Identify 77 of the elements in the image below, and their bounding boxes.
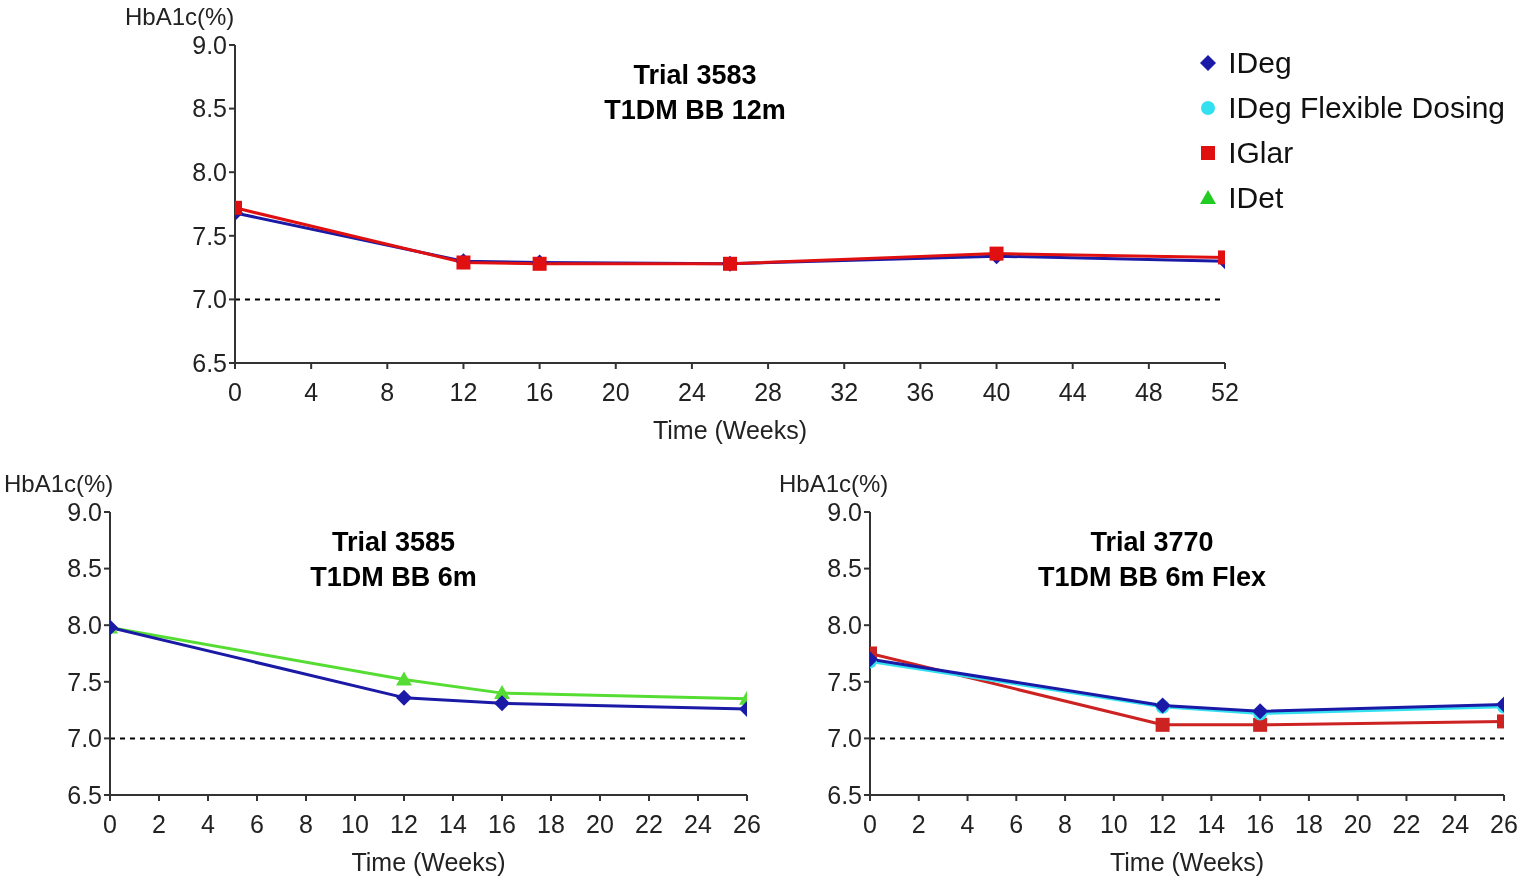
x-tick-label: 26 [1490,809,1518,838]
y-tick-label: 6.5 [192,348,227,377]
x-tick-label: 0 [228,377,242,406]
x-tick-label: 0 [103,809,117,838]
x-tick-label: 4 [304,377,319,406]
x-tick-label: 18 [537,809,565,838]
x-tick-label: 24 [1441,809,1470,838]
legend-label: IDeg Flexible Dosing [1228,90,1505,126]
x-tick-label: 4 [960,809,975,838]
y-tick-label: 7.0 [192,285,227,314]
x-tick-label: 12 [1148,809,1177,838]
text: Trial 3770 [1090,527,1214,557]
x-tick-label: 12 [390,809,418,838]
x-tick-label: 24 [684,809,712,838]
y-axis-title: HbA1c(%) [4,470,114,498]
y-tick-label: 9.0 [827,497,862,526]
y-tick-label: 9.0 [67,497,102,526]
x-tick-label: 52 [1211,377,1239,406]
y-tick-label: 8.5 [67,554,102,583]
x-tick-label: 10 [341,809,369,838]
x-tick-label: 24 [678,377,706,406]
y-tick-label: 7.5 [827,667,862,696]
x-tick-label: 10 [1099,809,1128,838]
x-tick-label: 44 [1058,377,1087,406]
x-tick-label: 48 [1134,377,1163,406]
x-tick-label: 8 [380,377,395,406]
x-tick-label: 20 [1343,809,1372,838]
x-tick-label: 36 [906,377,935,406]
legend-label: IDet [1228,180,1284,216]
x-tick-label: 32 [830,377,859,406]
y-axis-title: HbA1c(%) [779,470,889,498]
y-tick-label: 6.5 [827,780,862,809]
x-tick-label: 16 [1246,809,1275,838]
x-tick-label: 14 [1197,809,1226,838]
x-tick-label: 14 [439,809,467,838]
x-tick-label: 12 [449,377,478,406]
x-tick-label: 16 [525,377,554,406]
point [989,246,1004,261]
x-tick-label: 22 [1392,809,1421,838]
text: Trial 3585 [331,527,456,557]
legend-label: IDeg [1228,45,1292,81]
y-tick-label: 9.0 [192,30,227,59]
x-tick-label: 0 [863,809,877,838]
x-tick-label: 16 [488,809,516,838]
y-tick-label: 8.0 [827,611,862,640]
x-axis-title: Time (Weeks) [1109,848,1265,876]
x-tick-label: 2 [911,809,926,838]
y-tick-label: 7.0 [67,724,102,753]
text: Trial 3583 [632,60,758,91]
y-tick-label: 8.5 [192,94,227,123]
x-axis-title: Time (Weeks) [351,848,506,876]
y-tick-label: 7.5 [67,667,102,696]
x-tick-label: 4 [201,809,216,838]
y-tick-label: 8.0 [192,158,227,187]
y-axis-title: HbA1c(%) [125,3,235,31]
y-tick-label: 7.5 [192,221,227,250]
x-tick-label: 8 [1058,809,1073,838]
x-axis-title: Time (Weeks) [652,416,808,444]
x-tick-label: 6 [250,809,264,838]
legend-label: IGlar [1228,135,1294,171]
text: T1DM BB 6m [310,562,477,592]
x-tick-label: 26 [733,809,761,838]
x-tick-label: 20 [601,377,630,406]
text: T1DM BB 6m Flex [1037,562,1267,592]
x-tick-label: 2 [152,809,166,838]
x-tick-label: 20 [586,809,614,838]
x-tick-label: 18 [1295,809,1323,838]
x-tick-label: 8 [299,809,313,838]
y-tick-label: 8.5 [827,554,862,583]
x-tick-label: 28 [754,377,782,406]
y-tick-label: 7.0 [827,724,862,753]
y-tick-label: 8.0 [67,611,102,640]
text: T1DM BB 12m [604,95,786,125]
y-tick-label: 6.5 [67,780,102,809]
x-tick-label: 22 [635,809,663,838]
x-tick-label: 40 [982,377,1011,406]
x-tick-label: 6 [1009,809,1024,838]
